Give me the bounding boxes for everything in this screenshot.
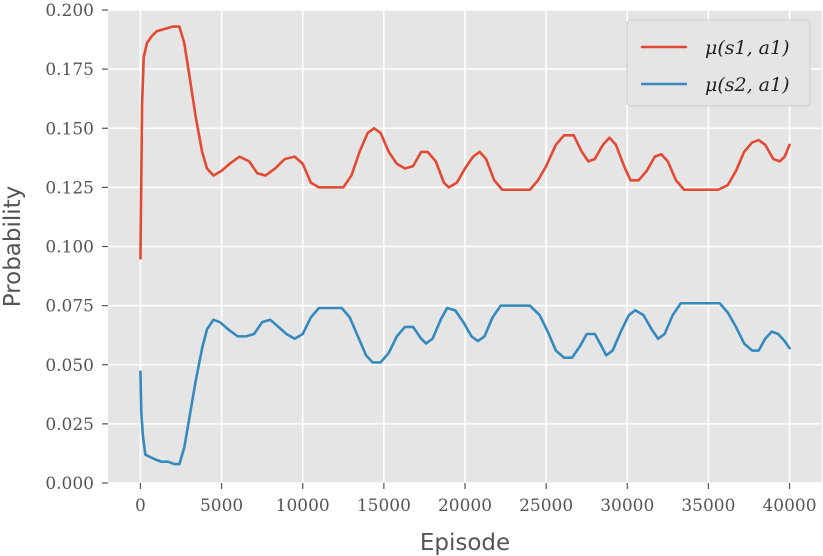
x-tick-label: 30000 xyxy=(600,496,654,516)
y-tick-label: 0.025 xyxy=(45,415,94,435)
y-tick-label: 0.075 xyxy=(45,297,94,317)
x-axis-label: Episode xyxy=(420,530,510,556)
series-layer xyxy=(139,25,791,466)
x-tick-label: 40000 xyxy=(762,496,816,516)
y-tick-labels: 0.000 0.025 0.050 0.075 0.100 0.125 0.150 0.175… xyxy=(45,1,108,494)
legend-label-1: μ(s1, a1) xyxy=(705,37,790,59)
y-tick-label: 0.125 xyxy=(45,178,94,198)
y-tick-label: 0.000 xyxy=(45,474,94,494)
x-tick-label: 25000 xyxy=(519,496,573,516)
y-tick-label: 0.200 xyxy=(45,1,94,21)
x-tick-label: 10000 xyxy=(276,496,330,516)
x-tick-labels: 0 5000 10000 15000 20000 25000 30000 35000 40000 xyxy=(135,483,817,516)
x-tick-label: 35000 xyxy=(681,496,735,516)
series-line-1 xyxy=(139,25,791,260)
x-tick-label: 0 xyxy=(135,496,146,516)
x-tick-label: 5000 xyxy=(200,496,243,516)
y-tick-label: 0.100 xyxy=(45,238,94,258)
legend-label-2: μ(s2, a1) xyxy=(705,74,790,96)
x-tick-label: 15000 xyxy=(357,496,411,516)
series-line-2 xyxy=(139,301,791,466)
legend: μ(s1, a1) μ(s2, a1) xyxy=(626,19,811,107)
y-tick-label: 0.050 xyxy=(45,356,94,376)
y-tick-label: 0.150 xyxy=(45,119,94,139)
y-tick-label: 0.175 xyxy=(45,60,94,80)
y-axis-label: Probability xyxy=(0,186,26,308)
x-tick-label: 20000 xyxy=(438,496,492,516)
